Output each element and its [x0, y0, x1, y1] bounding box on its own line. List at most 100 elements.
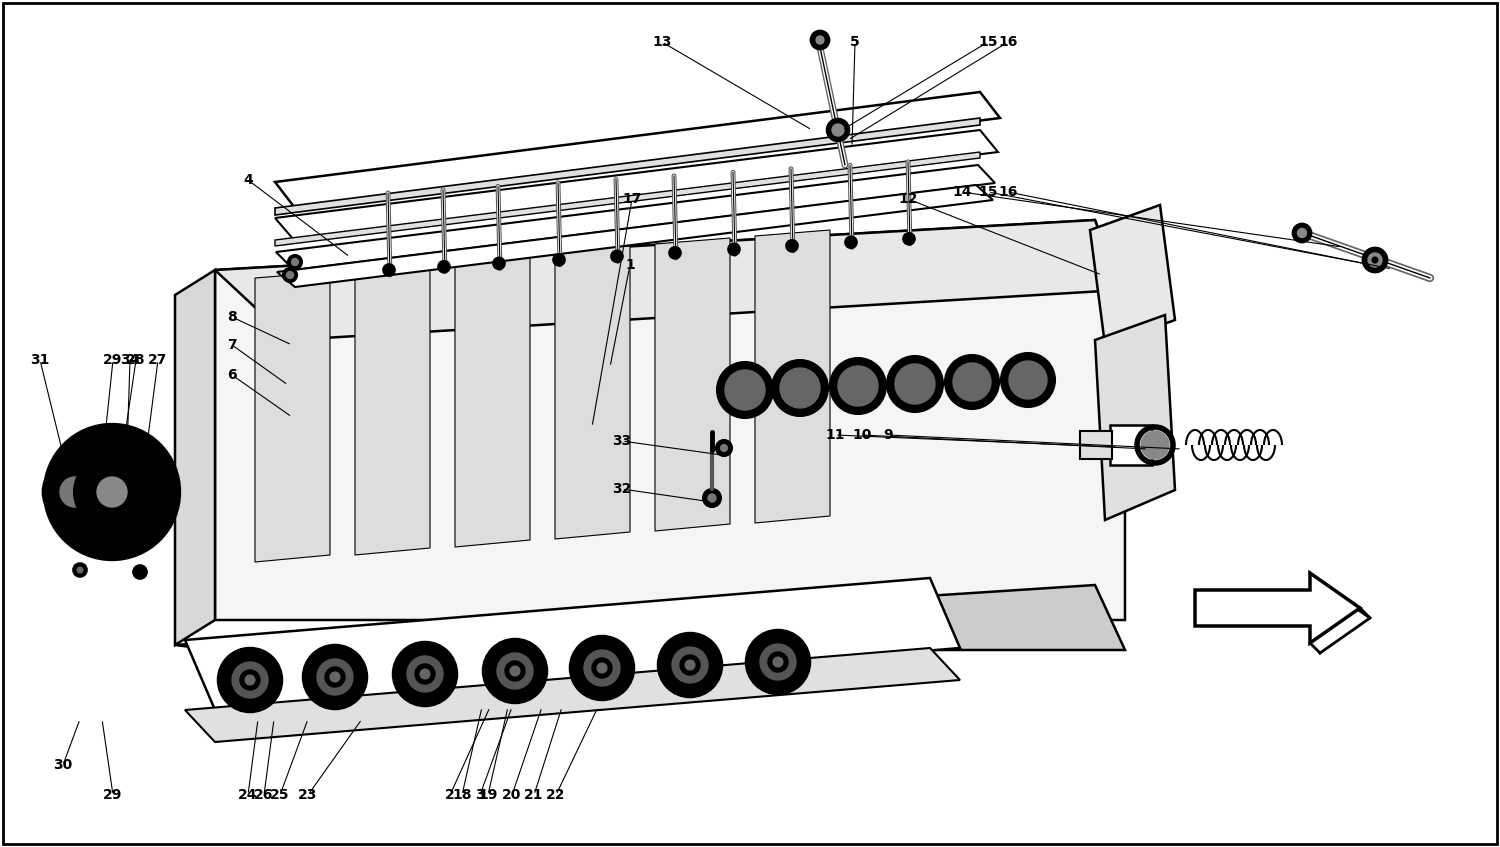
Circle shape	[827, 119, 849, 141]
Circle shape	[420, 669, 430, 679]
Polygon shape	[356, 262, 430, 555]
Circle shape	[780, 368, 820, 408]
Polygon shape	[274, 152, 980, 246]
Circle shape	[952, 363, 992, 401]
Text: 1: 1	[626, 258, 634, 272]
Polygon shape	[214, 220, 1120, 340]
Circle shape	[795, 678, 801, 685]
Circle shape	[728, 243, 740, 255]
Circle shape	[768, 652, 788, 672]
Circle shape	[706, 642, 714, 649]
Polygon shape	[276, 165, 994, 270]
Circle shape	[610, 251, 622, 263]
Circle shape	[772, 360, 828, 416]
Circle shape	[406, 656, 442, 692]
Circle shape	[666, 642, 674, 649]
Circle shape	[225, 655, 274, 705]
Text: 3: 3	[476, 788, 484, 802]
Circle shape	[1010, 361, 1047, 399]
Polygon shape	[278, 185, 993, 287]
Polygon shape	[656, 238, 730, 531]
Circle shape	[597, 663, 608, 673]
Polygon shape	[176, 270, 214, 645]
Circle shape	[812, 31, 830, 49]
Circle shape	[494, 257, 506, 269]
Circle shape	[312, 654, 318, 661]
Text: 9: 9	[884, 428, 892, 442]
Circle shape	[1000, 353, 1054, 407]
Circle shape	[716, 440, 732, 456]
Text: 15: 15	[978, 185, 998, 199]
Text: 29: 29	[104, 353, 123, 367]
Circle shape	[217, 648, 282, 712]
Circle shape	[441, 690, 448, 697]
Text: 5: 5	[850, 35, 859, 49]
Circle shape	[267, 696, 273, 703]
Circle shape	[316, 659, 352, 695]
Circle shape	[441, 650, 448, 658]
Circle shape	[286, 272, 294, 279]
Circle shape	[330, 672, 340, 682]
Text: 22: 22	[546, 788, 566, 802]
Circle shape	[267, 656, 273, 664]
Circle shape	[76, 567, 82, 573]
Circle shape	[786, 240, 798, 252]
Circle shape	[839, 366, 878, 406]
Circle shape	[672, 647, 708, 683]
Circle shape	[288, 255, 302, 269]
Circle shape	[945, 355, 999, 409]
Circle shape	[44, 460, 106, 524]
Polygon shape	[1090, 205, 1174, 345]
Circle shape	[830, 358, 886, 414]
Circle shape	[708, 494, 716, 502]
Circle shape	[226, 696, 234, 703]
Polygon shape	[1080, 431, 1112, 459]
Circle shape	[60, 477, 90, 507]
Circle shape	[98, 477, 128, 507]
Circle shape	[351, 654, 358, 661]
Circle shape	[1368, 253, 1382, 267]
Text: 6: 6	[226, 368, 237, 382]
Text: 12: 12	[898, 192, 918, 206]
Polygon shape	[184, 578, 960, 710]
Circle shape	[496, 653, 532, 689]
Text: 14: 14	[952, 185, 972, 199]
Circle shape	[400, 649, 450, 699]
Circle shape	[240, 670, 260, 690]
Text: 29: 29	[104, 788, 123, 802]
Circle shape	[531, 648, 538, 655]
Polygon shape	[274, 130, 998, 240]
Circle shape	[54, 434, 170, 550]
Polygon shape	[274, 118, 980, 215]
Text: 21: 21	[525, 788, 543, 802]
Text: 18: 18	[453, 788, 471, 802]
Circle shape	[680, 655, 700, 675]
Circle shape	[592, 658, 612, 678]
Circle shape	[706, 681, 714, 689]
Circle shape	[717, 362, 772, 418]
Circle shape	[724, 370, 765, 410]
Text: 34: 34	[120, 353, 140, 367]
Circle shape	[62, 461, 70, 470]
Text: 17: 17	[622, 192, 642, 206]
Text: 15: 15	[978, 35, 998, 49]
Text: 8: 8	[226, 310, 237, 324]
Circle shape	[153, 461, 164, 470]
Text: 23: 23	[298, 788, 318, 802]
Circle shape	[232, 662, 268, 698]
Circle shape	[760, 644, 796, 680]
Polygon shape	[274, 92, 1001, 208]
Circle shape	[284, 268, 297, 282]
Circle shape	[490, 646, 540, 696]
Polygon shape	[1196, 573, 1360, 643]
Circle shape	[746, 630, 810, 694]
Circle shape	[833, 124, 844, 136]
Polygon shape	[754, 230, 830, 523]
Circle shape	[1142, 431, 1168, 459]
Circle shape	[402, 650, 408, 658]
Circle shape	[393, 642, 458, 706]
Text: 16: 16	[999, 35, 1017, 49]
Text: 16: 16	[999, 185, 1017, 199]
Text: 31: 31	[30, 353, 50, 367]
Circle shape	[74, 563, 87, 577]
